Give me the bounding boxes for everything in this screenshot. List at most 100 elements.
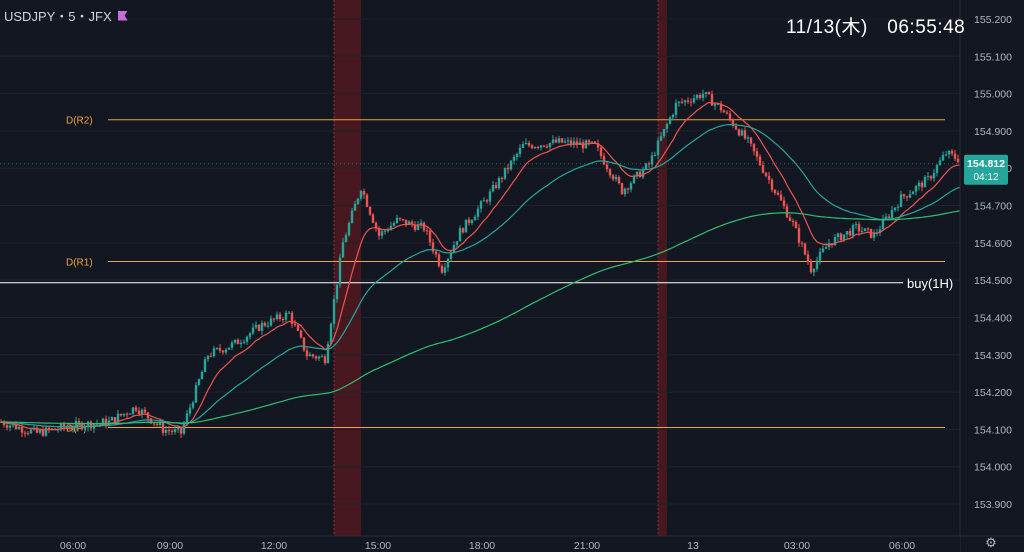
candle-body: [389, 225, 393, 231]
candle-body: [401, 219, 405, 221]
candle-body: [17, 426, 21, 430]
candle-body: [335, 284, 339, 300]
candle-body: [35, 427, 39, 433]
candle-body: [629, 183, 633, 190]
candle-body: [572, 141, 576, 145]
candle-body: [182, 423, 186, 434]
candle-body: [26, 432, 30, 434]
candle-body: [851, 225, 855, 236]
candle-body: [449, 252, 453, 259]
candle-body: [824, 247, 828, 249]
candle-body: [44, 427, 48, 436]
candle-body: [704, 92, 708, 94]
candle-body: [554, 139, 558, 143]
candle-body: [581, 142, 585, 149]
candle-body: [29, 429, 33, 434]
candle-body: [614, 176, 618, 180]
candle-body: [683, 100, 687, 103]
candle-body: [206, 355, 210, 360]
candle-body: [143, 409, 147, 413]
candle-body: [476, 208, 480, 217]
price-tick-label: 154.200: [974, 387, 1012, 399]
candle-body: [47, 427, 51, 430]
candle-body: [542, 145, 546, 147]
candle-body: [305, 350, 309, 357]
candle-body: [494, 185, 498, 189]
candle-body: [728, 113, 732, 120]
moving-average-line: [0, 123, 971, 428]
candle-body: [353, 203, 357, 211]
candle-body: [263, 322, 267, 326]
candle-body: [905, 196, 909, 198]
candle-body: [650, 155, 654, 165]
candle-body: [170, 431, 174, 433]
candle-body: [509, 160, 513, 170]
candle-body: [185, 413, 189, 424]
candle-body: [131, 407, 135, 414]
candle-body: [782, 200, 786, 207]
candle-body: [500, 177, 504, 179]
candle-body: [818, 251, 822, 261]
price-tick-label: 154.700: [974, 201, 1012, 213]
settings-icon[interactable]: ⚙: [985, 535, 997, 550]
candle-body: [902, 194, 906, 197]
candle-body: [149, 418, 153, 424]
candle-body: [917, 182, 921, 187]
candle-body: [665, 123, 669, 129]
candle-body: [692, 98, 696, 103]
candle-body: [521, 144, 525, 148]
candle-body: [527, 142, 531, 146]
candle-body: [284, 312, 288, 320]
candle-body: [119, 413, 123, 416]
candle-body: [89, 421, 93, 429]
candle-body: [947, 150, 951, 155]
candle-body: [698, 94, 702, 98]
candle-body: [179, 427, 183, 434]
candle-body: [248, 333, 252, 337]
candle-body: [800, 242, 804, 244]
candle-body: [770, 179, 774, 190]
candle-body: [431, 242, 435, 252]
candle-body: [713, 103, 717, 106]
candle-body: [233, 339, 237, 343]
candle-body: [257, 324, 261, 331]
time-axis[interactable]: [0, 536, 960, 552]
time-tick-label: 09:00: [157, 540, 183, 552]
candle-body: [386, 230, 390, 232]
candle-body: [788, 217, 792, 221]
time-tick-label: 06:00: [889, 540, 915, 552]
candle-body: [41, 429, 45, 436]
candle-body: [242, 341, 246, 343]
candle-body: [440, 265, 444, 273]
candle-body: [644, 163, 648, 170]
candle-body: [266, 325, 270, 327]
flag-icon[interactable]: [117, 10, 128, 21]
candle-body: [887, 216, 891, 218]
price-axis[interactable]: [960, 0, 1024, 552]
candle-body: [524, 142, 528, 145]
candle-body: [812, 269, 816, 273]
candle-body: [737, 129, 741, 136]
candle-body: [461, 228, 465, 233]
candle-body: [848, 231, 852, 236]
candle-body: [470, 220, 474, 224]
candle-body: [347, 222, 351, 236]
time-tick-label: 18:00: [469, 540, 495, 552]
candle-body: [701, 93, 705, 98]
candle-body: [485, 200, 489, 202]
candle-body: [899, 194, 903, 207]
candle-body: [104, 418, 108, 426]
symbol-label[interactable]: USDJPY・5・JFX: [4, 6, 128, 25]
candle-body: [479, 201, 483, 209]
candle-body: [464, 219, 468, 233]
candle-body: [458, 228, 462, 242]
candle-body: [125, 413, 129, 415]
candle-body: [356, 198, 360, 204]
candle-body: [722, 110, 726, 113]
candle-body: [203, 359, 207, 372]
candle-body: [779, 194, 783, 201]
candle-body: [350, 210, 354, 223]
candle-body: [863, 228, 867, 232]
candle-body: [908, 194, 912, 198]
